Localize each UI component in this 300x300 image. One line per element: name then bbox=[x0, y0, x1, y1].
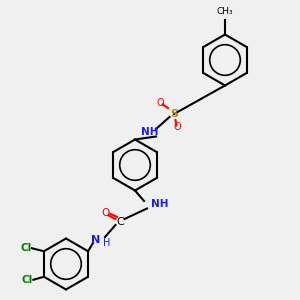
Text: S: S bbox=[170, 109, 178, 119]
Text: CH₃: CH₃ bbox=[217, 8, 233, 16]
Text: O: O bbox=[157, 98, 164, 109]
Text: O: O bbox=[101, 208, 109, 218]
Text: NH: NH bbox=[152, 199, 169, 209]
Text: NH: NH bbox=[141, 127, 159, 137]
Text: N: N bbox=[92, 235, 100, 245]
Text: Cl: Cl bbox=[20, 243, 32, 253]
Text: C: C bbox=[116, 217, 124, 227]
Text: H: H bbox=[103, 238, 110, 248]
Text: O: O bbox=[173, 122, 181, 133]
Text: Cl: Cl bbox=[22, 275, 33, 285]
